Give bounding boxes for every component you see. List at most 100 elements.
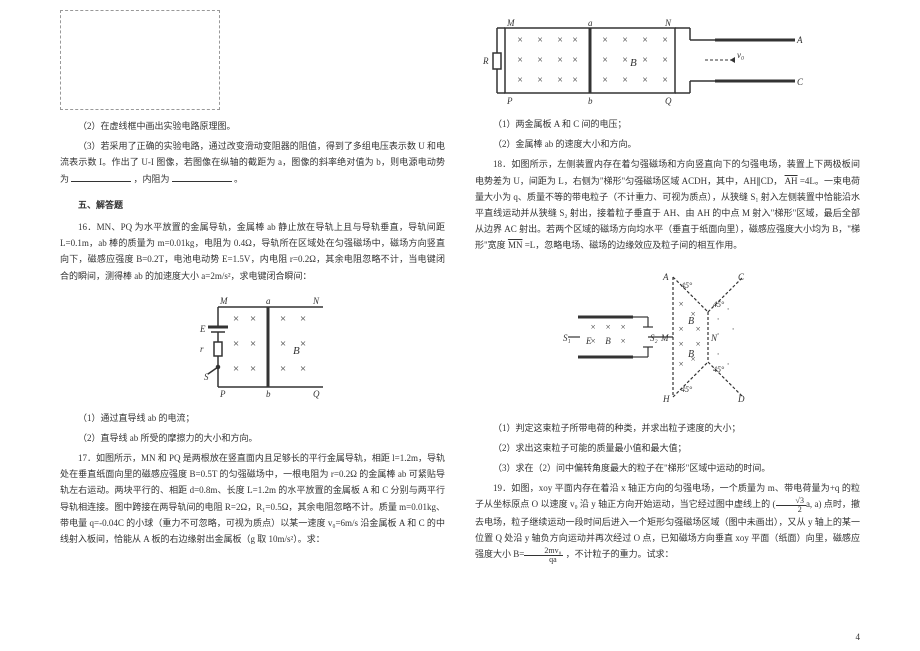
blank-resistance <box>172 173 232 182</box>
page-number: 4 <box>856 629 861 645</box>
q19-text: 19．如图，xoy 平面内存在着沿 x 轴正方向的匀强电场，一个质量为 m、带电… <box>475 480 860 563</box>
svg-text:×: × <box>299 338 306 350</box>
svg-text:×: × <box>642 35 649 46</box>
svg-text:S₁: S₁ <box>563 333 571 343</box>
q18-text: 18．如图所示，左侧装置内存在着匀强磁场和方向竖直向下的匀强电场，装置上下两极板… <box>475 156 860 253</box>
svg-text:S₂: S₂ <box>650 333 658 343</box>
svg-text:P: P <box>506 96 513 106</box>
q15-3: （3）若采用了正确的实验电路，通过改变滑动变阻器的阻值，得到了多组电压表示数 U… <box>60 138 445 187</box>
svg-text:S: S <box>204 372 209 382</box>
svg-text:a: a <box>266 296 271 306</box>
q18-2: （2）求出这束粒子可能的质量最小值和最大值； <box>475 440 860 456</box>
svg-text:45°: 45° <box>713 365 725 374</box>
svg-text:b: b <box>266 389 271 399</box>
svg-text:×: × <box>677 339 683 349</box>
q19-c: ，不计粒子的重力。试求： <box>566 549 674 559</box>
q15-3-text3: 。 <box>234 174 243 184</box>
svg-text:×: × <box>537 35 544 46</box>
svg-text:×: × <box>622 35 629 46</box>
q15-3-text2: ，内阻为 <box>134 174 170 184</box>
svg-text:×: × <box>232 338 239 350</box>
svg-text:×: × <box>602 55 609 66</box>
svg-text:×: × <box>622 75 629 86</box>
svg-text:×: × <box>249 338 256 350</box>
svg-text:×: × <box>299 313 306 325</box>
q16-diagram: M a N P b Q E r S B ×××× ×××× ×××× <box>178 292 328 402</box>
svg-text:·: · <box>716 329 718 339</box>
svg-text:·: · <box>726 304 728 314</box>
q15-2: （2）在虚线框中画出实验电路原理图。 <box>60 118 445 134</box>
svg-text:×: × <box>662 35 669 46</box>
svg-text:×: × <box>557 55 564 66</box>
svg-text:×: × <box>677 324 683 334</box>
svg-text:N: N <box>664 18 672 28</box>
svg-text:×: × <box>589 322 595 332</box>
svg-text:·: · <box>731 324 733 334</box>
svg-text:A: A <box>662 272 669 282</box>
svg-text:D: D <box>737 394 745 404</box>
svg-text:45°: 45° <box>713 300 725 309</box>
svg-text:×: × <box>619 322 625 332</box>
svg-text:×: × <box>517 35 524 46</box>
b-formula: B=2mv₀qa <box>513 549 563 559</box>
svg-text:×: × <box>677 299 683 309</box>
svg-text:M: M <box>219 296 228 306</box>
svg-text:×: × <box>602 35 609 46</box>
svg-text:×: × <box>622 55 629 66</box>
svg-text:×: × <box>279 313 286 325</box>
q18-c: =L，忽略电场、磁场的边缘效应及粒子间的相互作用。 <box>525 240 743 250</box>
svg-text:B: B <box>630 57 637 69</box>
svg-text:·: · <box>716 314 718 324</box>
q18-diagram: S₁ S₂ E A C D H M N 45° 45° 45° 45° B B … <box>553 262 783 412</box>
svg-text:×: × <box>572 35 579 46</box>
svg-text:×: × <box>619 336 625 346</box>
svg-text:×: × <box>537 55 544 66</box>
svg-text:E: E <box>199 324 206 334</box>
svg-text:×: × <box>662 75 669 86</box>
svg-text:×: × <box>232 313 239 325</box>
svg-text:×: × <box>572 55 579 66</box>
svg-text:C: C <box>738 272 745 282</box>
svg-text:·: · <box>726 359 728 369</box>
q17-1: （1）两金属板 A 和 C 间的电压； <box>475 116 860 132</box>
svg-text:×: × <box>279 338 286 350</box>
svg-text:×: × <box>279 363 286 375</box>
q17-diagram: M a N P b Q R B A C v₀ ×××× ×××× ×××× ××… <box>475 18 815 108</box>
section-5-title: 五、解答题 <box>60 197 445 213</box>
svg-text:×: × <box>517 55 524 66</box>
svg-text:×: × <box>589 336 595 346</box>
svg-text:×: × <box>557 35 564 46</box>
svg-text:N: N <box>312 296 320 306</box>
svg-text:×: × <box>662 55 669 66</box>
svg-text:Q: Q <box>665 96 672 106</box>
svg-text:v₀: v₀ <box>737 50 744 60</box>
svg-text:×: × <box>689 309 695 319</box>
point-coord: (√32a, a) <box>773 499 822 509</box>
q16-text: 16．MN、PQ 为水平放置的金属导轨，金属棒 ab 静止放在导轨上且与导轨垂直… <box>60 219 445 284</box>
AH-bar: AH <box>785 176 798 186</box>
svg-text:×: × <box>694 339 700 349</box>
svg-text:×: × <box>677 359 683 369</box>
svg-text:45°: 45° <box>681 281 693 290</box>
svg-text:M: M <box>506 18 515 28</box>
svg-text:×: × <box>689 354 695 364</box>
q16-1: （1）通过直导线 ab 的电流； <box>60 410 445 426</box>
svg-text:×: × <box>249 363 256 375</box>
q17-text: 17．如图所示，MN 和 PQ 是两根放在竖直面内且足够长的平行金属导轨，相距 … <box>60 450 445 547</box>
svg-text:45°: 45° <box>681 385 693 394</box>
circuit-diagram-placeholder <box>60 10 220 110</box>
svg-text:×: × <box>517 75 524 86</box>
svg-text:P: P <box>219 389 226 399</box>
svg-text:×: × <box>642 55 649 66</box>
svg-text:Q: Q <box>313 389 320 399</box>
svg-text:×: × <box>557 75 564 86</box>
svg-text:A: A <box>796 35 803 45</box>
svg-text:·: · <box>716 349 718 359</box>
svg-text:H: H <box>662 394 670 404</box>
svg-text:r: r <box>200 344 204 354</box>
svg-text:×: × <box>249 313 256 325</box>
q18-1: （1）判定这束粒子所带电荷的种类，并求出粒子速度的大小； <box>475 420 860 436</box>
svg-text:a: a <box>588 18 593 28</box>
svg-text:R: R <box>482 56 489 66</box>
svg-text:×: × <box>572 75 579 86</box>
